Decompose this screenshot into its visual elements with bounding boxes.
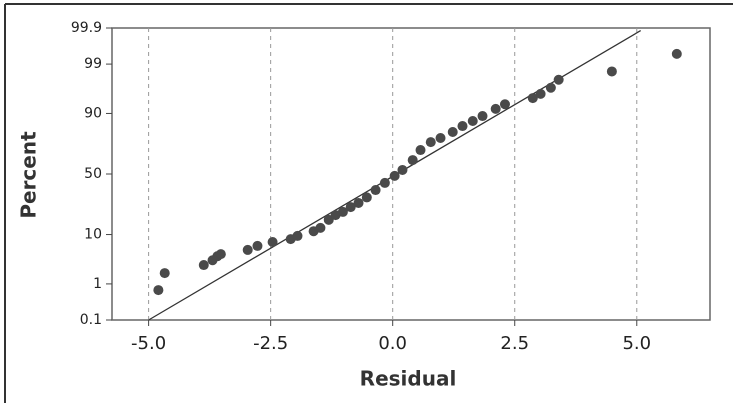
point xyxy=(436,133,446,143)
point xyxy=(252,241,262,251)
x-tick-label: -5.0 xyxy=(131,333,166,354)
point xyxy=(408,155,418,165)
x-tick-label: -2.5 xyxy=(253,333,288,354)
y-tick-label: 1 xyxy=(93,276,102,292)
point xyxy=(554,75,564,85)
point xyxy=(160,268,170,278)
point xyxy=(268,237,278,247)
point xyxy=(536,89,546,99)
point xyxy=(491,104,501,114)
y-tick-label: 50 xyxy=(84,166,102,182)
point xyxy=(243,245,253,255)
y-axis-label: Percent xyxy=(17,131,41,219)
point xyxy=(468,116,478,126)
chart: Percent Residual -5.0 -2.5 0.0 2.5 5.0 0.1 1 10… xyxy=(0,0,733,403)
point xyxy=(607,66,617,76)
y-tick-label: 99.9 xyxy=(71,20,102,36)
x-axis-label: Residual xyxy=(360,367,457,391)
y-tick-label: 99 xyxy=(84,56,102,72)
point xyxy=(448,127,458,137)
x-tick-label: 0.0 xyxy=(378,333,407,354)
plot-area xyxy=(112,28,710,320)
point xyxy=(397,165,407,175)
point xyxy=(354,198,364,208)
point xyxy=(293,231,303,241)
point xyxy=(478,111,488,121)
point xyxy=(500,99,510,109)
point xyxy=(546,83,556,93)
point xyxy=(416,145,426,155)
point xyxy=(153,285,163,295)
y-tick-label: 10 xyxy=(84,227,102,243)
x-tick-label: 2.5 xyxy=(500,333,529,354)
point xyxy=(426,137,436,147)
point xyxy=(315,223,325,233)
y-tick-label: 0.1 xyxy=(80,312,102,328)
x-tick-label: 5.0 xyxy=(622,333,651,354)
point xyxy=(199,260,209,270)
y-tick-label: 90 xyxy=(84,105,102,121)
point xyxy=(458,121,468,131)
point xyxy=(371,185,381,195)
point xyxy=(362,192,372,202)
point xyxy=(672,49,682,59)
point xyxy=(380,178,390,188)
point xyxy=(216,249,226,259)
